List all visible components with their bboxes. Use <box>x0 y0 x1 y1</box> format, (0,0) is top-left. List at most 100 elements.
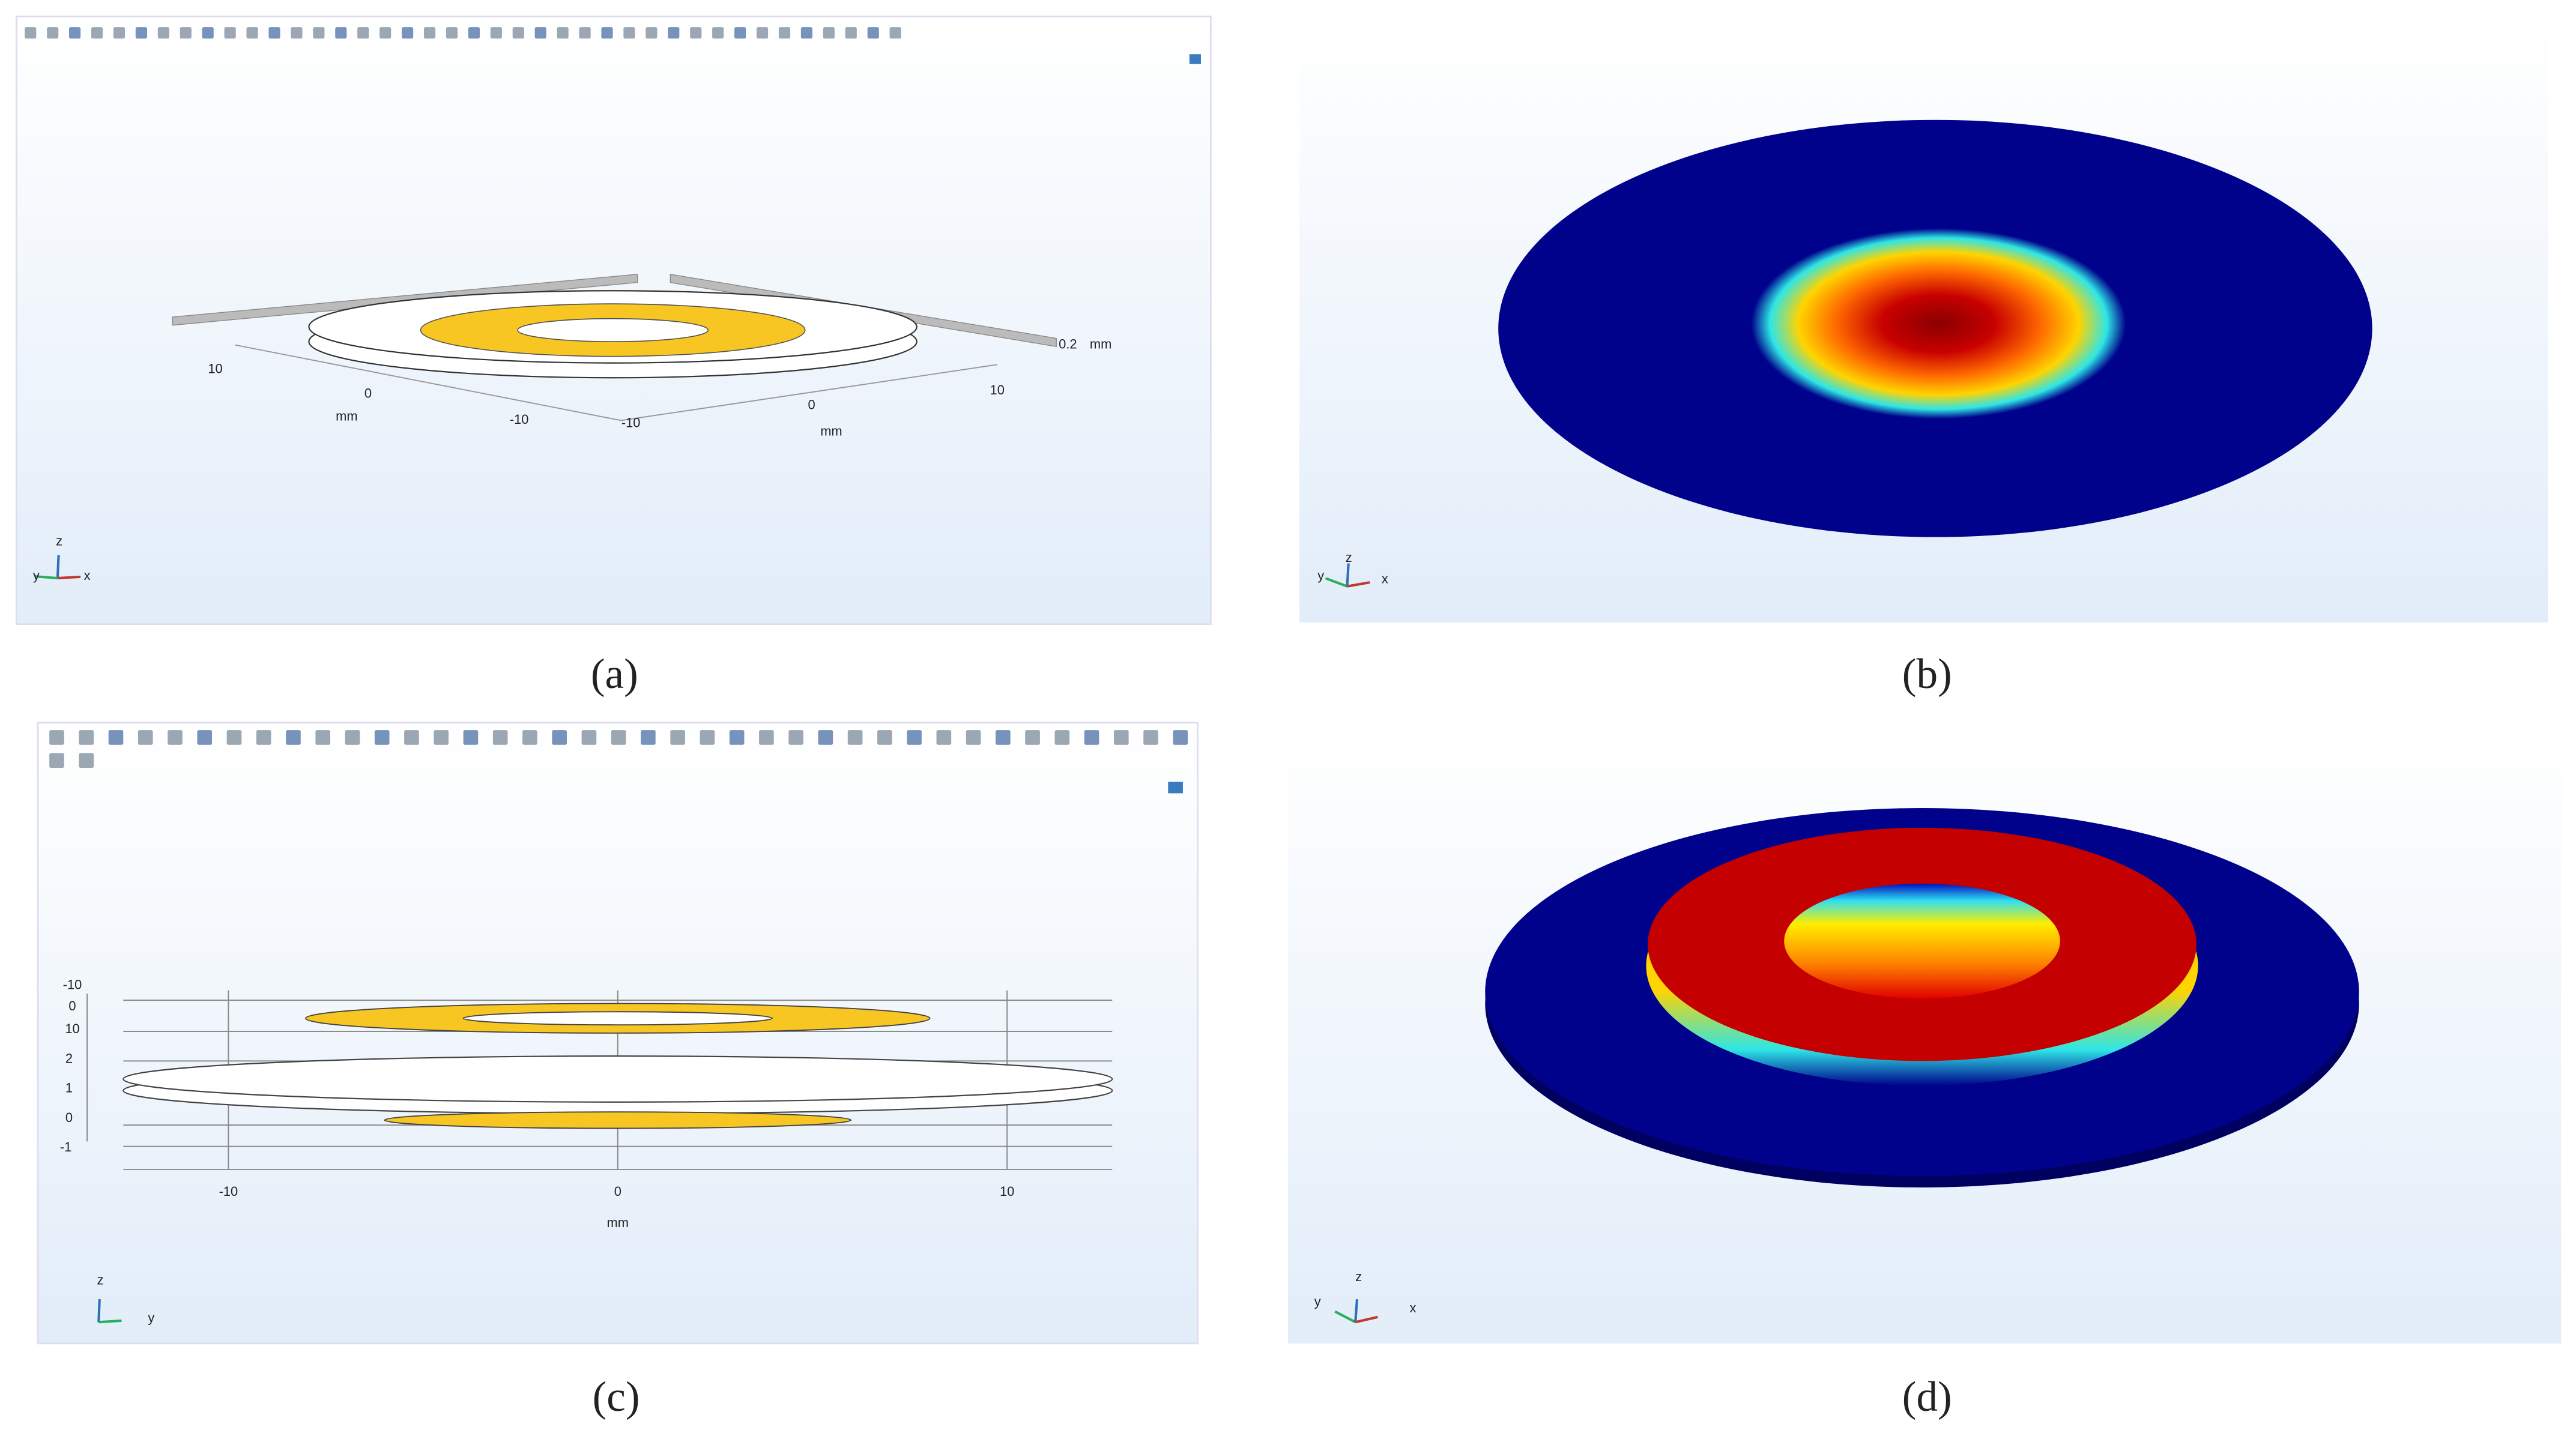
toolbar-icon <box>345 730 360 745</box>
triad-axis <box>1325 577 1348 588</box>
caption: (d) <box>1902 1374 1952 1420</box>
toolbar-icon <box>996 730 1011 745</box>
toolbar-icon <box>522 730 537 745</box>
toolbar-icon <box>313 27 325 39</box>
toolbar-icon <box>135 27 147 39</box>
toolbar-icon <box>256 730 271 745</box>
toolbar-icon <box>823 27 835 39</box>
toolbar-icon <box>47 27 59 39</box>
toolbar-icon <box>889 27 901 39</box>
toolbar-icon <box>157 27 169 39</box>
triad-axis <box>1355 1315 1378 1324</box>
triad-label: z <box>97 1273 104 1288</box>
ring-hole <box>517 318 709 342</box>
triad-axis <box>56 555 60 579</box>
axis-label: mm <box>820 423 842 438</box>
axis-label: 0 <box>65 1110 73 1125</box>
axis-label: mm <box>1090 336 1111 351</box>
toolbar-icon <box>91 27 103 39</box>
ring-hole <box>462 1011 773 1026</box>
toolbar-icon <box>226 730 242 745</box>
electrode-bottom <box>384 1111 852 1129</box>
triad-label: y <box>1314 1294 1321 1309</box>
toolbar-icon <box>286 730 301 745</box>
triad-label: y <box>33 568 40 583</box>
triad-label: y <box>1317 568 1324 583</box>
toolbar-icon <box>468 27 480 39</box>
toolbar-icon <box>1084 730 1099 745</box>
axis-label: 10 <box>1000 1184 1014 1199</box>
toolbar-icon <box>800 27 812 39</box>
toolbar-icon <box>423 27 436 39</box>
triad-label: z <box>1346 550 1352 565</box>
toolbar-icon <box>712 27 724 39</box>
toolbar-icon <box>818 730 833 745</box>
axis-label: mm <box>607 1215 629 1230</box>
toolbar-icon <box>601 27 613 39</box>
toolbar-icon <box>907 730 922 745</box>
toolbar-icon <box>579 27 591 39</box>
toolbar-icon <box>534 27 546 39</box>
toolbar-icon <box>291 27 303 39</box>
toolbar-icon <box>847 730 863 745</box>
toolbar-icon <box>756 27 769 39</box>
toolbar-icon <box>759 730 774 745</box>
toolbar-icon <box>402 27 414 39</box>
toolbar-icon <box>867 27 879 39</box>
axis-label: 0 <box>614 1184 621 1199</box>
toolbar-icon <box>1168 782 1183 794</box>
triad-axis <box>1347 581 1370 588</box>
triad-axis <box>34 575 58 580</box>
toolbar-icon <box>168 730 183 745</box>
toolbar-icon <box>581 730 597 745</box>
toolbar-icon <box>404 730 419 745</box>
toolbar-icon <box>788 730 803 745</box>
toolbar-icon <box>446 27 458 39</box>
toolbar-icon <box>1025 730 1040 745</box>
toolbar-icon <box>623 27 635 39</box>
triad-axis <box>1354 1299 1359 1323</box>
toolbar-icon <box>734 27 746 39</box>
toolbar-icon <box>138 730 153 745</box>
toolbar-icon <box>1143 730 1158 745</box>
toolbar-icon <box>670 730 685 745</box>
toolbar-icon <box>335 27 347 39</box>
axis-label: 1 <box>65 1081 73 1096</box>
triad-label: z <box>1355 1269 1362 1284</box>
axis-label: -10 <box>510 412 529 427</box>
ring-hole <box>1784 883 2060 999</box>
axis-label: 0 <box>808 397 815 412</box>
toolbar-icon <box>778 27 791 39</box>
toolbar-icon <box>641 730 656 745</box>
axis-label: -10 <box>621 415 641 430</box>
triad-axis <box>1346 563 1350 587</box>
toolbar-icon <box>463 730 479 745</box>
toolbar-icon <box>180 27 192 39</box>
toolbar-icon <box>557 27 569 39</box>
toolbar-icon <box>25 27 37 39</box>
axis-label: -1 <box>60 1139 71 1154</box>
grid <box>86 990 1113 1170</box>
axis-line <box>235 344 621 421</box>
toolbar-icon <box>79 753 94 768</box>
toolbar-icon <box>374 730 390 745</box>
toolbar-icon <box>224 27 236 39</box>
triad-axis <box>1334 1310 1356 1324</box>
toolbar-icon <box>668 27 680 39</box>
toolbar-icon <box>490 27 502 39</box>
toolbar-icon <box>492 730 508 745</box>
toolbar-icon <box>700 730 715 745</box>
toolbar-icon <box>434 730 449 745</box>
toolbar-icon <box>845 27 857 39</box>
axis-label: 0 <box>68 998 76 1013</box>
toolbar-icon <box>690 27 702 39</box>
toolbar-icon <box>611 730 626 745</box>
axis-line <box>621 364 997 421</box>
triad-label: x <box>1382 572 1388 587</box>
bar <box>172 274 638 326</box>
toolbar-icon <box>315 730 331 745</box>
axis-label: 2 <box>65 1051 73 1066</box>
toolbar-icon <box>1114 730 1129 745</box>
